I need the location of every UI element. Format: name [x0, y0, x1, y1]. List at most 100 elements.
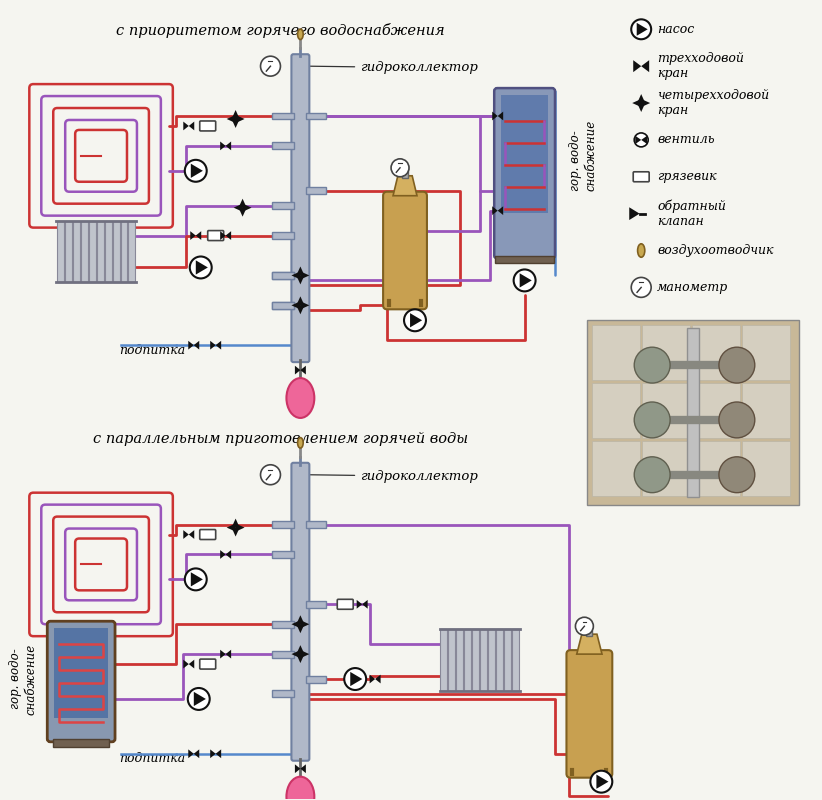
Polygon shape — [190, 231, 196, 240]
Polygon shape — [492, 112, 497, 120]
Polygon shape — [292, 620, 300, 628]
FancyBboxPatch shape — [337, 599, 353, 610]
Circle shape — [635, 347, 670, 383]
Polygon shape — [641, 136, 647, 144]
Bar — [272, 202, 294, 209]
Bar — [272, 302, 294, 309]
Polygon shape — [191, 164, 203, 178]
Bar — [687, 328, 699, 497]
Bar — [495, 255, 554, 263]
Bar — [272, 302, 294, 309]
Bar — [113, 221, 119, 282]
Circle shape — [575, 618, 593, 635]
FancyBboxPatch shape — [292, 54, 309, 362]
Circle shape — [187, 688, 210, 710]
FancyBboxPatch shape — [292, 462, 309, 761]
FancyBboxPatch shape — [200, 121, 215, 131]
Polygon shape — [632, 99, 641, 107]
Text: с приоритетом горячего водоснабжения: с приоритетом горячего водоснабжения — [116, 23, 445, 38]
Polygon shape — [233, 204, 242, 212]
Bar — [504, 630, 511, 691]
Text: подпитка: подпитка — [119, 752, 185, 766]
Bar — [448, 630, 455, 691]
Polygon shape — [300, 764, 306, 773]
Bar — [272, 272, 294, 279]
Text: четырехходовой
кран: четырехходовой кран — [657, 89, 769, 117]
Bar — [307, 521, 326, 528]
Polygon shape — [300, 620, 309, 628]
Polygon shape — [637, 103, 645, 112]
Ellipse shape — [298, 438, 303, 448]
Bar — [741, 383, 790, 438]
Bar — [72, 221, 80, 282]
Bar — [692, 383, 740, 438]
Polygon shape — [350, 672, 363, 686]
Polygon shape — [232, 527, 240, 537]
Polygon shape — [238, 208, 247, 217]
Polygon shape — [641, 99, 650, 107]
Ellipse shape — [286, 378, 314, 418]
Polygon shape — [295, 764, 300, 773]
Polygon shape — [292, 302, 300, 310]
Bar — [307, 675, 326, 682]
Polygon shape — [497, 206, 503, 215]
Bar — [128, 221, 136, 282]
Bar — [307, 601, 326, 608]
Text: грязевик: грязевик — [657, 170, 717, 183]
Circle shape — [631, 278, 651, 298]
Polygon shape — [492, 206, 497, 215]
Polygon shape — [300, 302, 309, 310]
Polygon shape — [226, 550, 231, 559]
Polygon shape — [297, 306, 304, 314]
Bar — [692, 441, 740, 496]
Polygon shape — [577, 634, 602, 654]
Polygon shape — [242, 204, 252, 212]
Text: обратный
клапан: обратный клапан — [657, 199, 726, 228]
Bar — [512, 630, 520, 691]
Text: гидроколлектор: гидроколлектор — [310, 470, 478, 482]
Polygon shape — [183, 530, 189, 539]
Circle shape — [404, 310, 426, 331]
Polygon shape — [297, 266, 304, 275]
Text: трехходовой
кран: трехходовой кран — [657, 52, 744, 80]
Polygon shape — [232, 119, 240, 128]
Polygon shape — [357, 600, 363, 609]
Bar — [272, 232, 294, 239]
Circle shape — [261, 56, 280, 76]
Polygon shape — [226, 142, 231, 150]
Polygon shape — [191, 572, 203, 586]
Polygon shape — [227, 115, 236, 123]
Circle shape — [635, 457, 670, 493]
Polygon shape — [210, 750, 215, 758]
Polygon shape — [227, 523, 236, 531]
Text: гор. водо-
снабжение: гор. водо- снабжение — [9, 643, 37, 714]
Polygon shape — [633, 60, 641, 72]
Bar — [272, 142, 294, 150]
Polygon shape — [220, 231, 226, 240]
Polygon shape — [194, 750, 199, 758]
Circle shape — [635, 402, 670, 438]
Polygon shape — [232, 110, 240, 119]
Circle shape — [190, 257, 212, 278]
Text: гор. водо-
снабжение: гор. водо- снабжение — [570, 120, 598, 191]
Circle shape — [631, 19, 651, 39]
Ellipse shape — [298, 29, 303, 39]
Polygon shape — [300, 366, 306, 374]
Polygon shape — [220, 142, 226, 150]
Polygon shape — [210, 341, 215, 350]
Polygon shape — [300, 650, 309, 658]
Polygon shape — [520, 274, 532, 287]
Polygon shape — [215, 750, 221, 758]
Polygon shape — [635, 136, 641, 144]
Text: подпитка: подпитка — [119, 344, 185, 357]
Bar — [473, 630, 479, 691]
Bar — [464, 630, 471, 691]
Polygon shape — [292, 650, 300, 658]
Bar — [642, 326, 690, 380]
FancyBboxPatch shape — [494, 88, 555, 258]
Polygon shape — [637, 94, 645, 103]
Polygon shape — [297, 615, 304, 624]
Polygon shape — [196, 260, 208, 274]
Polygon shape — [410, 313, 423, 327]
Circle shape — [185, 160, 206, 182]
